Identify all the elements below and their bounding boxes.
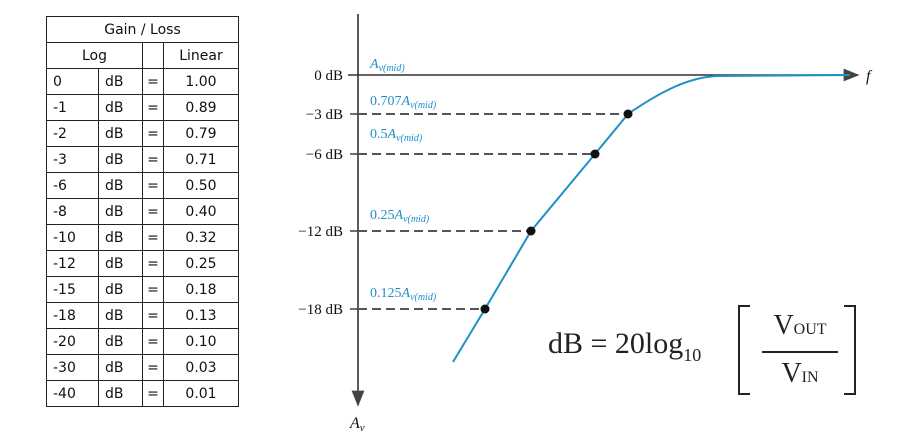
curve-label-mid: Av(mid) <box>369 57 405 74</box>
db-formula: dB = 20log10 VOUT VIN <box>548 303 858 395</box>
x-axis-label: f <box>866 68 873 85</box>
formula-denominator: VIN <box>781 358 819 389</box>
linear-cell: 0.13 <box>163 302 239 329</box>
table-header-row: Log Linear <box>46 42 239 69</box>
linear-cell: 0.71 <box>163 146 239 173</box>
log-cell: -6 <box>46 172 99 199</box>
header-linear: Linear <box>163 42 239 69</box>
gain-loss-table: Gain / Loss Log Linear 0 dB = 1.00 -1 dB = 0.89… <box>46 16 239 407</box>
dashed-guides <box>358 113 628 310</box>
formula-fraction: VOUT VIN <box>760 307 840 397</box>
db-label-3: −3 dB <box>306 107 343 123</box>
table-row: -40 dB = 0.01 <box>46 380 239 407</box>
linear-cell: 1.00 <box>163 68 239 95</box>
unit-cell: dB <box>98 302 143 329</box>
db-label-18: −18 dB <box>298 302 343 318</box>
unit-cell: dB <box>98 328 143 355</box>
linear-cell: 0.79 <box>163 120 239 147</box>
unit-cell: dB <box>98 120 143 147</box>
table-row: -12 dB = 0.25 <box>46 250 239 277</box>
curve-label-025: 0.25Av(mid) <box>370 208 430 225</box>
table-row: -3 dB = 0.71 <box>46 146 239 173</box>
table-row: -8 dB = 0.40 <box>46 198 239 225</box>
table-row: -2 dB = 0.79 <box>46 120 239 147</box>
log-cell: -1 <box>46 94 99 121</box>
table-row: -15 dB = 0.18 <box>46 276 239 303</box>
y-ticks <box>350 113 358 310</box>
curve-label-0125: 0.125Av(mid) <box>370 286 437 303</box>
linear-cell: 0.03 <box>163 354 239 381</box>
point-3db <box>623 109 633 119</box>
fraction-bar <box>762 351 838 353</box>
linear-cell: 0.01 <box>163 380 239 407</box>
table-title-row: Gain / Loss <box>46 16 239 43</box>
formula-lhs: dB = 20log10 <box>548 327 702 365</box>
table-row: -1 dB = 0.89 <box>46 94 239 121</box>
db-label-6: −6 dB <box>306 147 343 163</box>
y-axis-label: Av <box>349 415 365 434</box>
linear-cell: 0.25 <box>163 250 239 277</box>
curve-label-05: 0.5Av(mid) <box>370 127 423 144</box>
point-6db <box>590 149 600 159</box>
log-cell: -20 <box>46 328 99 355</box>
log-cell: -40 <box>46 380 99 407</box>
header-log: Log <box>46 42 143 69</box>
point-18db <box>480 304 490 314</box>
log-cell: -12 <box>46 250 99 277</box>
table-title: Gain / Loss <box>46 16 239 43</box>
equals-cell: = <box>142 380 164 407</box>
log-cell: -18 <box>46 302 99 329</box>
left-bracket <box>738 305 750 395</box>
right-bracket <box>844 305 856 395</box>
log-cell: -30 <box>46 354 99 381</box>
linear-cell: 0.32 <box>163 224 239 251</box>
linear-cell: 0.89 <box>163 94 239 121</box>
db-label-0: 0 dB <box>314 68 343 84</box>
unit-cell: dB <box>98 380 143 407</box>
linear-cell: 0.10 <box>163 328 239 355</box>
curve-points <box>480 109 633 314</box>
curve-label-0707: 0.707Av(mid) <box>370 94 437 111</box>
table-row: -30 dB = 0.03 <box>46 354 239 381</box>
table-body: 0 dB = 1.00 -1 dB = 0.89 -2 dB = 0.79 -3 dB = 0.71 -6 dB =… <box>46 68 239 407</box>
point-12db <box>526 226 536 236</box>
db-label-12: −12 dB <box>298 224 343 240</box>
linear-cell: 0.18 <box>163 276 239 303</box>
table-row: -6 dB = 0.50 <box>46 172 239 199</box>
formula-numerator: VOUT <box>773 310 827 341</box>
